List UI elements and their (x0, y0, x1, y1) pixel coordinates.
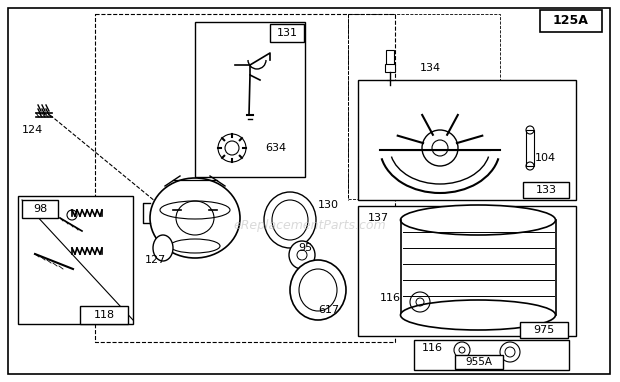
Bar (22, 200, 58, 218)
Bar (385, 64, 395, 72)
Bar (520, 322, 568, 338)
Text: 95: 95 (298, 243, 312, 253)
Text: 116: 116 (422, 343, 443, 353)
Bar (195, 22, 305, 177)
Ellipse shape (401, 300, 556, 330)
Bar (270, 24, 304, 42)
Text: 617: 617 (318, 305, 339, 315)
Text: 131: 131 (277, 28, 298, 38)
Bar (526, 130, 534, 166)
Text: 124: 124 (21, 125, 43, 135)
Ellipse shape (153, 235, 173, 261)
Bar (18, 196, 133, 324)
Text: 955A: 955A (466, 357, 492, 367)
Circle shape (218, 134, 246, 162)
Text: 133: 133 (536, 185, 557, 195)
Ellipse shape (150, 178, 240, 258)
Ellipse shape (290, 260, 346, 320)
Text: 118: 118 (94, 310, 115, 320)
Bar (523, 182, 569, 198)
Ellipse shape (401, 205, 556, 235)
Bar (358, 80, 576, 200)
Text: 134: 134 (420, 63, 441, 73)
Bar (414, 340, 569, 370)
Bar (80, 306, 128, 324)
Text: 127: 127 (144, 255, 166, 265)
Text: 130: 130 (318, 200, 339, 210)
Bar (95, 14, 395, 342)
Bar (358, 206, 576, 336)
Text: 125A: 125A (553, 15, 589, 28)
Bar (386, 50, 394, 70)
Bar (348, 14, 500, 199)
Text: 104: 104 (535, 153, 556, 163)
Ellipse shape (264, 192, 316, 248)
Text: eReplacementParts.com: eReplacementParts.com (234, 219, 386, 231)
Text: 116: 116 (380, 293, 401, 303)
Bar (540, 10, 602, 32)
Text: 98: 98 (33, 204, 47, 214)
Ellipse shape (289, 241, 315, 269)
Text: 137: 137 (368, 213, 389, 223)
Text: 634: 634 (265, 143, 286, 153)
Bar (455, 355, 503, 369)
Circle shape (225, 141, 239, 155)
Text: 975: 975 (533, 325, 555, 335)
